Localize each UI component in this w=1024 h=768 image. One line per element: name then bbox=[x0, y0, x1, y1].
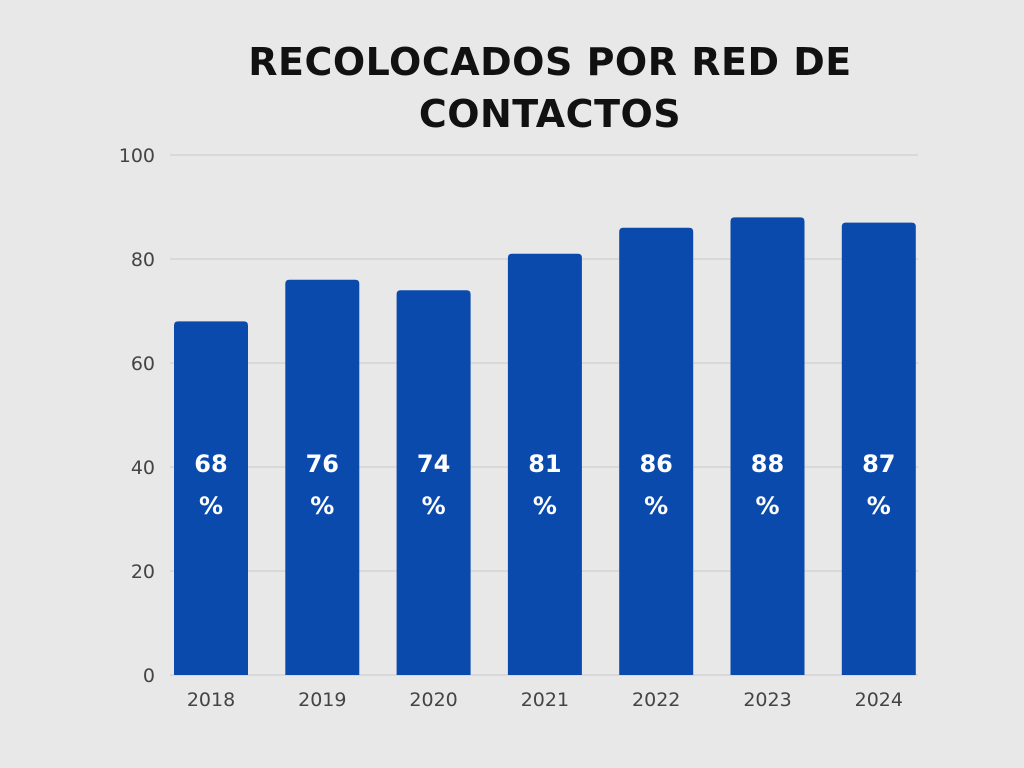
x-tick-label: 2023 bbox=[743, 689, 791, 711]
data-label-unit: % bbox=[422, 492, 446, 520]
y-tick-label: 80 bbox=[131, 249, 155, 271]
data-label-unit: % bbox=[867, 492, 891, 520]
data-label-value: 87 bbox=[862, 450, 895, 478]
data-label-value: 88 bbox=[751, 450, 784, 478]
bar-2019 bbox=[285, 279, 360, 675]
chart-title: RECOLOCADOS POR RED DE CONTACTOS bbox=[248, 40, 852, 136]
y-tick-label: 0 bbox=[143, 665, 155, 687]
data-label-value: 81 bbox=[528, 450, 561, 478]
bar-2022 bbox=[619, 227, 694, 676]
x-tick-label: 2018 bbox=[187, 689, 235, 711]
x-tick-label: 2019 bbox=[298, 689, 346, 711]
data-label-unit: % bbox=[755, 492, 779, 520]
data-label-unit: % bbox=[199, 492, 223, 520]
data-label-unit: % bbox=[533, 492, 557, 520]
x-tick-label: 2020 bbox=[409, 689, 457, 711]
data-label-value: 68 bbox=[194, 450, 227, 478]
y-tick-label: 20 bbox=[131, 561, 155, 583]
y-tick-label: 60 bbox=[131, 353, 155, 375]
bar-2023 bbox=[730, 217, 805, 675]
y-tick-label: 100 bbox=[119, 145, 155, 167]
bar-2021 bbox=[507, 253, 582, 676]
bar-2020 bbox=[396, 290, 471, 675]
bar-2018 bbox=[174, 321, 248, 675]
bar-2024 bbox=[841, 222, 916, 675]
data-label-unit: % bbox=[644, 492, 668, 520]
x-tick-label: 2021 bbox=[521, 689, 569, 711]
data-label-value: 74 bbox=[417, 450, 450, 478]
y-tick-label: 40 bbox=[131, 457, 155, 479]
x-tick-label: 2022 bbox=[632, 689, 680, 711]
data-label-value: 86 bbox=[639, 450, 672, 478]
data-label-value: 76 bbox=[306, 450, 339, 478]
data-label-unit: % bbox=[310, 492, 334, 520]
x-tick-label: 2024 bbox=[855, 689, 903, 711]
